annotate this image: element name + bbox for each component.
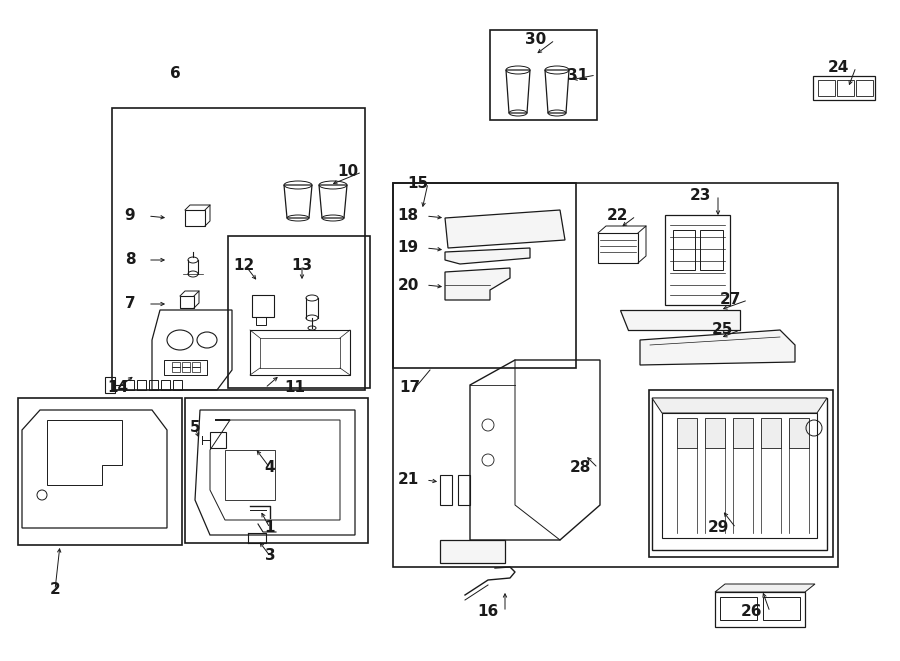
- Bar: [652, 398, 827, 550]
- Bar: [125, 380, 134, 390]
- Bar: [856, 80, 873, 96]
- Text: 31: 31: [567, 67, 589, 83]
- Bar: [210, 432, 226, 448]
- Text: 10: 10: [338, 165, 358, 180]
- Bar: [837, 80, 854, 96]
- Bar: [813, 76, 875, 100]
- Bar: [185, 210, 205, 226]
- Text: 5: 5: [190, 420, 201, 436]
- Bar: [18, 398, 182, 545]
- Bar: [172, 367, 180, 372]
- Text: 21: 21: [398, 473, 418, 488]
- Bar: [720, 597, 757, 620]
- Text: 16: 16: [477, 605, 499, 619]
- Text: 7: 7: [125, 297, 135, 311]
- Bar: [164, 360, 207, 375]
- Bar: [598, 233, 638, 263]
- Text: 3: 3: [265, 549, 275, 563]
- Bar: [173, 380, 182, 390]
- Polygon shape: [445, 248, 530, 264]
- Bar: [252, 295, 274, 317]
- Bar: [172, 362, 180, 367]
- Text: 8: 8: [125, 253, 135, 268]
- Bar: [490, 30, 597, 120]
- Text: 15: 15: [408, 176, 428, 190]
- Polygon shape: [620, 310, 740, 330]
- Bar: [192, 362, 200, 367]
- Text: 24: 24: [827, 59, 849, 75]
- Text: 11: 11: [284, 381, 305, 395]
- Bar: [440, 475, 452, 505]
- Polygon shape: [445, 210, 565, 248]
- Text: 9: 9: [125, 208, 135, 223]
- Polygon shape: [761, 418, 781, 448]
- Bar: [818, 80, 835, 96]
- Bar: [662, 413, 817, 538]
- Bar: [180, 296, 194, 308]
- Text: 25: 25: [711, 323, 733, 338]
- Polygon shape: [445, 268, 510, 300]
- Bar: [161, 380, 170, 390]
- Bar: [228, 236, 370, 388]
- Text: 2: 2: [50, 582, 60, 598]
- Polygon shape: [705, 418, 725, 448]
- Text: 12: 12: [233, 258, 255, 272]
- Text: 19: 19: [398, 241, 418, 256]
- Polygon shape: [733, 418, 753, 448]
- Text: 28: 28: [570, 461, 590, 475]
- Text: 29: 29: [707, 520, 729, 535]
- Bar: [192, 367, 200, 372]
- Text: 18: 18: [398, 208, 418, 223]
- Bar: [673, 230, 695, 270]
- Bar: [715, 592, 805, 627]
- Text: 13: 13: [292, 258, 312, 272]
- Bar: [137, 380, 146, 390]
- Polygon shape: [440, 540, 505, 563]
- Bar: [700, 230, 723, 270]
- Bar: [185, 398, 368, 543]
- Text: 17: 17: [400, 381, 420, 395]
- Text: 27: 27: [719, 293, 741, 307]
- Text: 1: 1: [265, 520, 275, 535]
- Bar: [393, 183, 576, 368]
- Text: 23: 23: [689, 188, 711, 202]
- Polygon shape: [677, 418, 697, 448]
- Bar: [393, 183, 838, 567]
- Bar: [763, 597, 800, 620]
- Bar: [256, 317, 266, 325]
- Text: 26: 26: [742, 605, 763, 619]
- Bar: [182, 362, 190, 367]
- Polygon shape: [720, 335, 760, 348]
- Bar: [182, 367, 190, 372]
- Polygon shape: [652, 398, 827, 413]
- Bar: [105, 377, 115, 393]
- Polygon shape: [640, 330, 795, 365]
- Bar: [112, 108, 365, 390]
- Text: 14: 14: [107, 381, 129, 395]
- Bar: [458, 475, 470, 505]
- Text: 22: 22: [608, 208, 629, 223]
- Polygon shape: [789, 418, 809, 448]
- Bar: [665, 215, 730, 305]
- Text: 30: 30: [526, 32, 546, 48]
- Text: 6: 6: [169, 65, 180, 81]
- Bar: [649, 390, 833, 557]
- Polygon shape: [715, 584, 815, 592]
- Bar: [149, 380, 158, 390]
- Text: 4: 4: [265, 461, 275, 475]
- Text: 20: 20: [397, 278, 418, 293]
